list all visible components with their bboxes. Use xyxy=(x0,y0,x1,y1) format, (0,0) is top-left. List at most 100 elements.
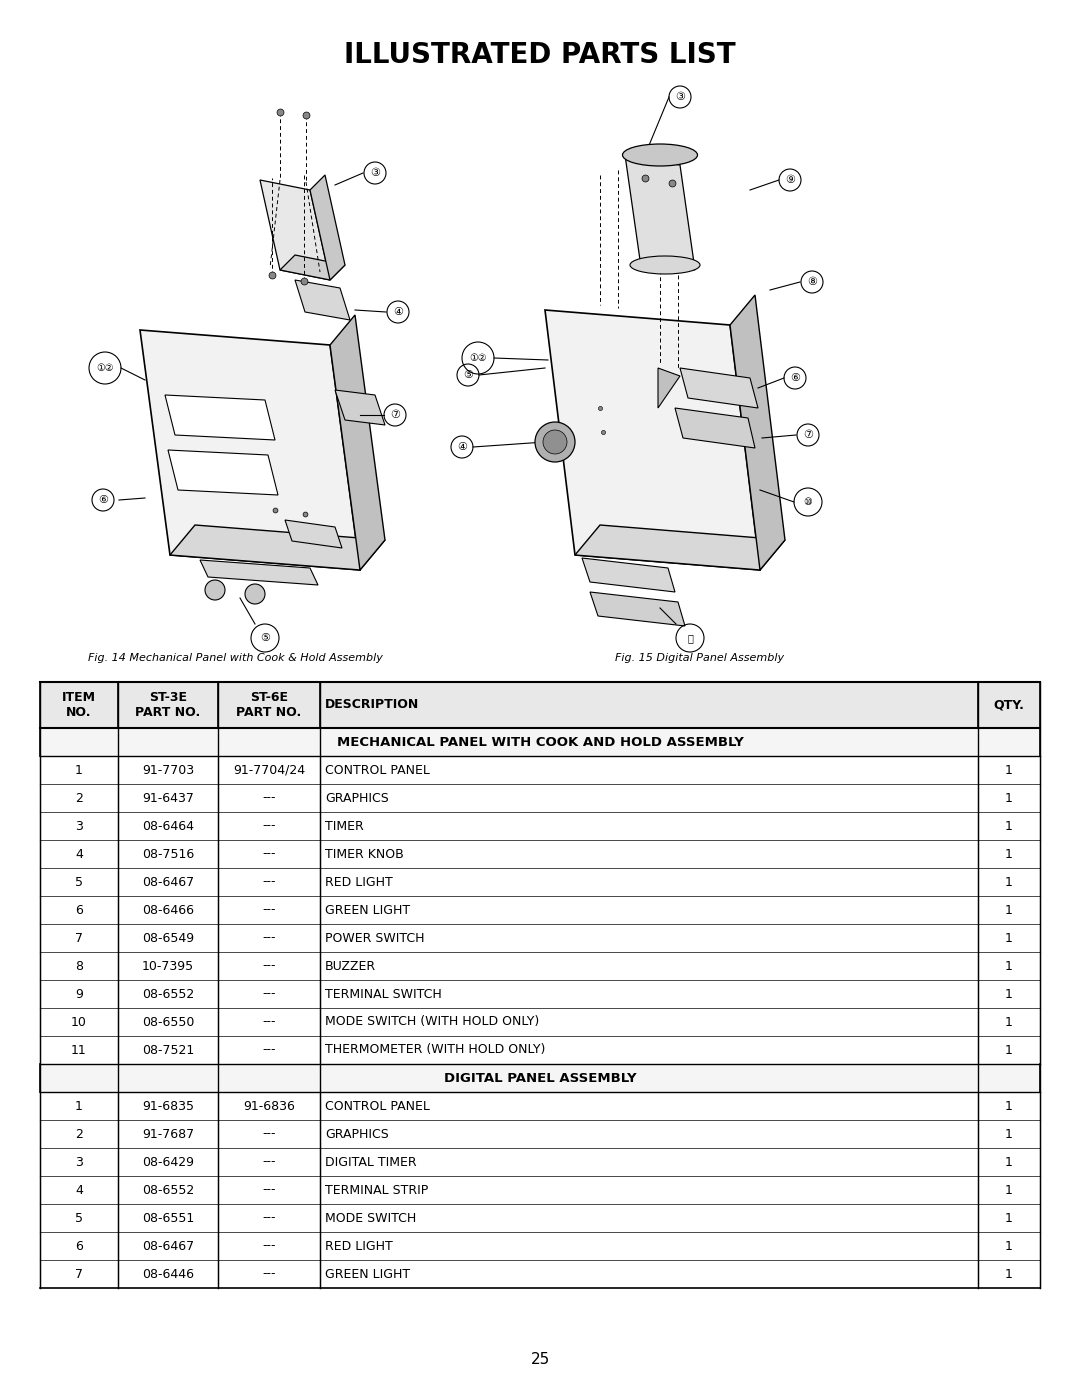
Text: 1: 1 xyxy=(1005,1016,1013,1028)
Text: 91-7703: 91-7703 xyxy=(141,764,194,777)
Text: 25: 25 xyxy=(530,1352,550,1368)
Text: 7: 7 xyxy=(75,1267,83,1281)
Polygon shape xyxy=(545,310,760,570)
Text: Fig. 15 Digital Panel Assembly: Fig. 15 Digital Panel Assembly xyxy=(616,652,784,664)
Polygon shape xyxy=(165,395,275,440)
Text: ④: ④ xyxy=(393,307,403,317)
Text: POWER SWITCH: POWER SWITCH xyxy=(325,932,424,944)
Text: ⑦: ⑦ xyxy=(390,409,400,420)
Text: 1: 1 xyxy=(1005,1267,1013,1281)
Text: 1: 1 xyxy=(1005,932,1013,944)
Text: 1: 1 xyxy=(1005,1127,1013,1140)
Polygon shape xyxy=(730,295,785,570)
Text: 6: 6 xyxy=(76,1239,83,1253)
Text: 08-6551: 08-6551 xyxy=(141,1211,194,1225)
Polygon shape xyxy=(260,180,330,279)
Text: 08-6467: 08-6467 xyxy=(141,876,194,888)
Text: ④: ④ xyxy=(457,441,467,453)
Text: GRAPHICS: GRAPHICS xyxy=(325,1127,389,1140)
Text: 91-7704/24: 91-7704/24 xyxy=(233,764,305,777)
Text: 1: 1 xyxy=(1005,1239,1013,1253)
Text: ⑦: ⑦ xyxy=(804,430,813,440)
Text: 08-7516: 08-7516 xyxy=(141,848,194,861)
Text: 1: 1 xyxy=(1005,1211,1013,1225)
Text: 08-6467: 08-6467 xyxy=(141,1239,194,1253)
Text: CONTROL PANEL: CONTROL PANEL xyxy=(325,764,430,777)
Bar xyxy=(40,1065,1040,1092)
Text: 9: 9 xyxy=(76,988,83,1000)
Text: 11: 11 xyxy=(71,1044,86,1056)
Polygon shape xyxy=(680,367,758,408)
Text: ---: --- xyxy=(262,848,275,861)
Text: 5: 5 xyxy=(75,1211,83,1225)
Polygon shape xyxy=(140,330,360,570)
Text: ③: ③ xyxy=(370,168,380,177)
Text: 1: 1 xyxy=(1005,960,1013,972)
Text: 08-6464: 08-6464 xyxy=(141,820,194,833)
Text: 10-7395: 10-7395 xyxy=(141,960,194,972)
Text: DIGITAL TIMER: DIGITAL TIMER xyxy=(325,1155,417,1168)
Text: ---: --- xyxy=(262,820,275,833)
Text: ---: --- xyxy=(262,876,275,888)
Text: ---: --- xyxy=(262,792,275,805)
Text: 91-6836: 91-6836 xyxy=(243,1099,295,1112)
Ellipse shape xyxy=(630,256,700,274)
Polygon shape xyxy=(335,390,384,425)
Text: 91-6437: 91-6437 xyxy=(143,792,194,805)
Polygon shape xyxy=(582,557,675,592)
Text: RED LIGHT: RED LIGHT xyxy=(325,1239,393,1253)
Polygon shape xyxy=(625,155,696,270)
Text: 1: 1 xyxy=(1005,1044,1013,1056)
Text: 08-6552: 08-6552 xyxy=(141,988,194,1000)
Text: ---: --- xyxy=(262,1183,275,1196)
Text: TIMER: TIMER xyxy=(325,820,364,833)
Text: 1: 1 xyxy=(76,764,83,777)
Text: 1: 1 xyxy=(1005,1099,1013,1112)
Text: DESCRIPTION: DESCRIPTION xyxy=(325,698,419,711)
Polygon shape xyxy=(330,314,384,570)
Circle shape xyxy=(535,422,575,462)
Bar xyxy=(40,728,1040,756)
Text: 1: 1 xyxy=(1005,792,1013,805)
Text: 91-6835: 91-6835 xyxy=(141,1099,194,1112)
Text: GRAPHICS: GRAPHICS xyxy=(325,792,389,805)
Text: ---: --- xyxy=(262,932,275,944)
Text: THERMOMETER (WITH HOLD ONLY): THERMOMETER (WITH HOLD ONLY) xyxy=(325,1044,545,1056)
Text: 08-6549: 08-6549 xyxy=(141,932,194,944)
Polygon shape xyxy=(575,525,785,570)
Polygon shape xyxy=(168,450,278,495)
Polygon shape xyxy=(590,592,685,626)
Text: 10: 10 xyxy=(71,1016,86,1028)
Polygon shape xyxy=(295,279,350,320)
Text: 3: 3 xyxy=(76,820,83,833)
Text: 91-7687: 91-7687 xyxy=(141,1127,194,1140)
Polygon shape xyxy=(310,175,345,279)
Text: 08-6466: 08-6466 xyxy=(141,904,194,916)
Circle shape xyxy=(543,430,567,454)
Text: 4: 4 xyxy=(76,848,83,861)
Circle shape xyxy=(245,584,265,604)
Text: 08-6550: 08-6550 xyxy=(141,1016,194,1028)
Text: MODE SWITCH (WITH HOLD ONLY): MODE SWITCH (WITH HOLD ONLY) xyxy=(325,1016,539,1028)
Text: 08-6552: 08-6552 xyxy=(141,1183,194,1196)
Text: 1: 1 xyxy=(1005,876,1013,888)
Text: MECHANICAL PANEL WITH COOK AND HOLD ASSEMBLY: MECHANICAL PANEL WITH COOK AND HOLD ASSE… xyxy=(337,735,743,749)
Ellipse shape xyxy=(622,144,698,166)
Text: ⑥: ⑥ xyxy=(98,495,108,504)
Text: ⑥: ⑥ xyxy=(789,373,800,383)
Text: 08-6446: 08-6446 xyxy=(141,1267,194,1281)
Text: ⑩: ⑩ xyxy=(804,497,812,507)
Text: GREEN LIGHT: GREEN LIGHT xyxy=(325,1267,410,1281)
Text: CONTROL PANEL: CONTROL PANEL xyxy=(325,1099,430,1112)
Bar xyxy=(40,682,1040,728)
Text: ILLUSTRATED PARTS LIST: ILLUSTRATED PARTS LIST xyxy=(345,41,735,68)
Text: 2: 2 xyxy=(76,792,83,805)
Text: ---: --- xyxy=(262,1239,275,1253)
Text: 7: 7 xyxy=(75,932,83,944)
Text: TIMER KNOB: TIMER KNOB xyxy=(325,848,404,861)
Polygon shape xyxy=(285,520,342,548)
Text: 5: 5 xyxy=(75,876,83,888)
Text: 1: 1 xyxy=(1005,988,1013,1000)
Text: ⑤: ⑤ xyxy=(260,633,270,643)
Text: ⑪: ⑪ xyxy=(687,633,693,643)
